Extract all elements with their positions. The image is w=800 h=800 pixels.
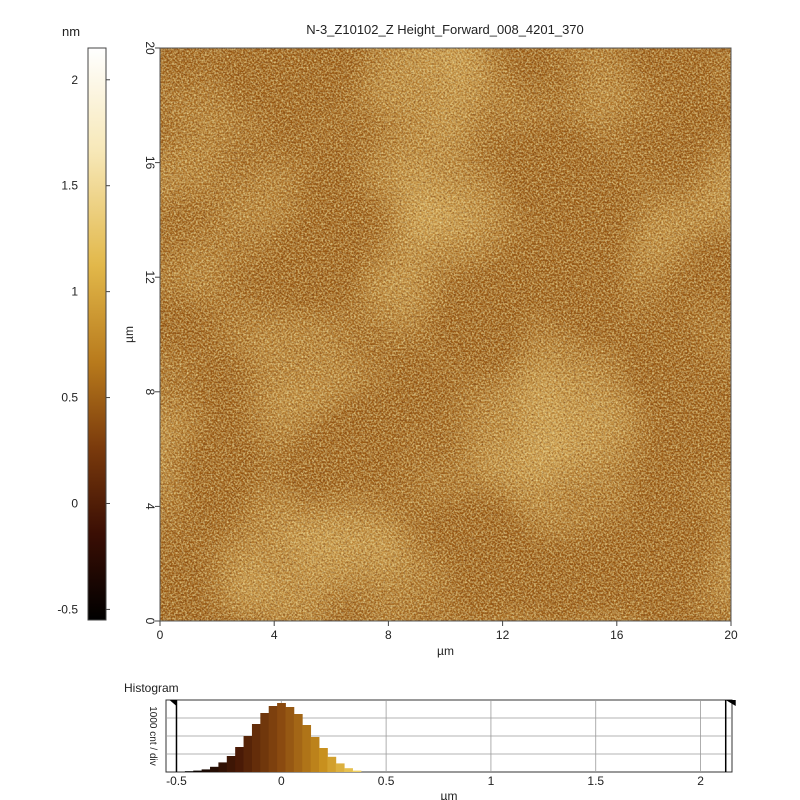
- colorbar-tick-label: 1: [71, 285, 78, 299]
- colorbar-tick-label: 0.5: [61, 391, 78, 405]
- hist-bar: [218, 762, 228, 772]
- hist-x-axis-label: µm: [441, 789, 458, 800]
- y-tick-label: 4: [143, 503, 157, 510]
- hist-bar: [344, 768, 353, 772]
- hist-bar: [268, 706, 278, 772]
- y-tick-label: 0: [143, 618, 157, 625]
- hist-bar: [210, 766, 219, 772]
- y-axis-label: µm: [122, 326, 136, 343]
- colorbar-tick-label: 1.5: [61, 179, 78, 193]
- x-tick-label: 4: [271, 628, 278, 642]
- hist-bar: [327, 756, 337, 772]
- colorbar-tick-label: -0.5: [57, 602, 78, 616]
- x-tick-label: 20: [724, 628, 738, 642]
- hist-bar: [226, 756, 236, 772]
- hist-x-tick-label: -0.5: [166, 774, 187, 788]
- hist-x-tick-label: 0.5: [378, 774, 395, 788]
- hist-bar: [285, 707, 295, 772]
- x-tick-label: 8: [385, 628, 392, 642]
- hist-bar: [251, 724, 261, 772]
- hist-bar: [193, 770, 203, 772]
- histogram-title: Histogram: [124, 681, 179, 695]
- x-tick-label: 0: [157, 628, 164, 642]
- colorbar-unit: nm: [62, 24, 81, 39]
- hist-x-tick-label: 1: [488, 774, 495, 788]
- hist-x-tick-label: 2: [697, 774, 704, 788]
- hist-bar: [243, 736, 253, 772]
- hist-bar: [260, 713, 270, 772]
- hist-bar: [201, 769, 211, 772]
- colorbar-tick-label: 2: [71, 73, 78, 87]
- afm-height-map: [160, 48, 731, 621]
- image-frame: [159, 47, 732, 622]
- hist-bar: [235, 747, 244, 772]
- hist-bar: [310, 737, 320, 772]
- hist-bar: [302, 725, 312, 772]
- y-tick-label: 12: [143, 271, 157, 285]
- hist-bar: [352, 770, 362, 772]
- hist-bar: [293, 714, 303, 772]
- hist-marker-handle-right[interactable]: [725, 700, 736, 706]
- x-tick-label: 12: [496, 628, 510, 642]
- x-axis-label: µm: [437, 644, 454, 658]
- hist-y-axis-label: 1000 cnt / div: [147, 706, 158, 765]
- hist-bar: [184, 771, 194, 772]
- y-tick-label: 16: [143, 156, 157, 170]
- colorbar-tick-label: 0: [71, 496, 78, 510]
- hist-bar: [319, 748, 328, 772]
- hist-x-tick-label: 1.5: [587, 774, 604, 788]
- hist-bar: [277, 703, 286, 772]
- hist-bar: [335, 763, 345, 772]
- x-tick-label: 16: [610, 628, 624, 642]
- y-tick-label: 8: [143, 388, 157, 395]
- colorbar: [87, 47, 107, 621]
- hist-marker-handle-left[interactable]: [169, 700, 177, 706]
- image-title: N-3_Z10102_Z Height_Forward_008_4201_370: [306, 22, 584, 37]
- y-tick-label: 20: [143, 41, 157, 55]
- hist-x-tick-label: 0: [278, 774, 285, 788]
